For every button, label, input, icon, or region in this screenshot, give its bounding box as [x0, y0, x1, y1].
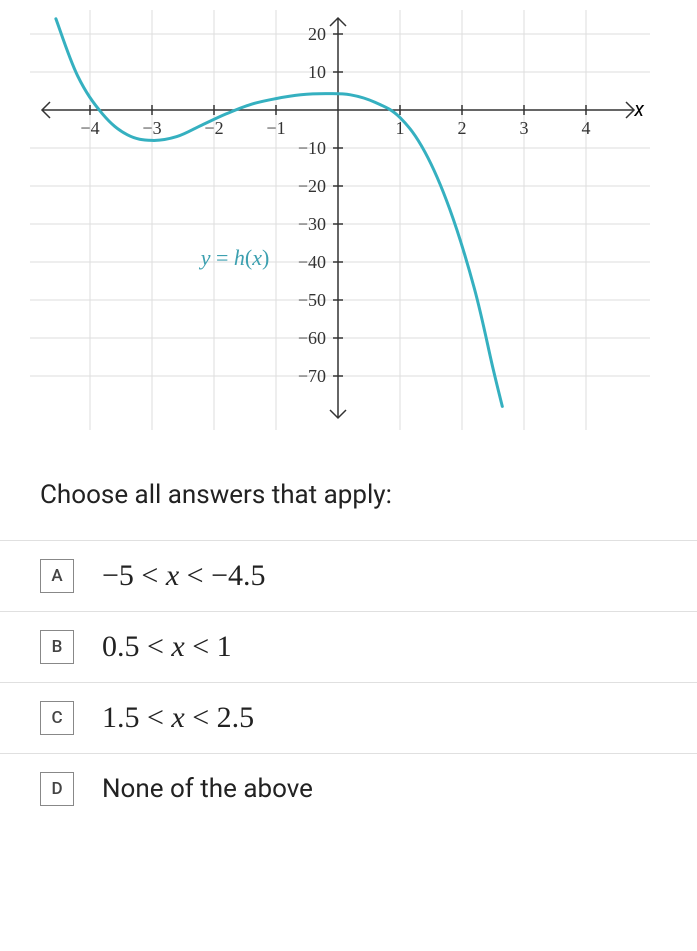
svg-text:y = h(x): y = h(x)	[199, 245, 270, 270]
choice-letter: C	[40, 701, 74, 735]
svg-text:−1: −1	[266, 118, 285, 138]
svg-text:−70: −70	[298, 366, 326, 386]
svg-text:x: x	[633, 97, 644, 121]
graph-svg: −4−3−2−112342010−10−20−30−40−50−60−70xy …	[30, 10, 650, 430]
choice-a[interactable]: A −5 < x < −4.5	[0, 540, 697, 611]
choice-text: −5 < x < −4.5	[102, 559, 266, 593]
choice-text: 0.5 < x < 1	[102, 630, 232, 664]
svg-text:−30: −30	[298, 214, 326, 234]
svg-text:3: 3	[520, 118, 529, 138]
choice-letter: D	[40, 772, 74, 806]
function-graph: −4−3−2−112342010−10−20−30−40−50−60−70xy …	[30, 10, 650, 430]
svg-text:−20: −20	[298, 176, 326, 196]
question-prompt: Choose all answers that apply:	[40, 480, 697, 510]
choice-c[interactable]: C 1.5 < x < 2.5	[0, 682, 697, 753]
choice-text: None of the above	[102, 774, 313, 804]
svg-text:2: 2	[458, 118, 467, 138]
choice-d[interactable]: D None of the above	[0, 753, 697, 824]
svg-text:−10: −10	[298, 138, 326, 158]
svg-text:−3: −3	[142, 118, 161, 138]
choice-letter: A	[40, 559, 74, 593]
choice-letter: B	[40, 630, 74, 664]
choice-b[interactable]: B 0.5 < x < 1	[0, 611, 697, 682]
svg-text:−50: −50	[298, 290, 326, 310]
choice-text: 1.5 < x < 2.5	[102, 701, 254, 735]
svg-text:20: 20	[308, 24, 326, 44]
svg-text:−4: −4	[80, 118, 99, 138]
svg-text:−40: −40	[298, 252, 326, 272]
svg-text:10: 10	[308, 62, 326, 82]
svg-text:4: 4	[582, 118, 591, 138]
choices-list: A −5 < x < −4.5 B 0.5 < x < 1 C 1.5 < x < 2.5…	[0, 540, 697, 824]
svg-text:−60: −60	[298, 328, 326, 348]
